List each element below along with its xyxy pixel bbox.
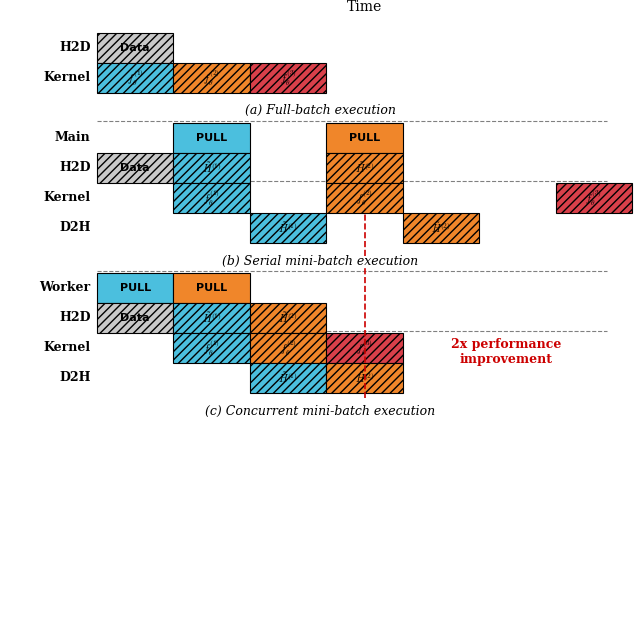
FancyBboxPatch shape [97, 303, 173, 333]
FancyBboxPatch shape [173, 153, 250, 183]
Text: PULL: PULL [196, 133, 227, 143]
Text: $\tilde{H}^{(2)}$: $\tilde{H}^{(2)}$ [278, 310, 298, 325]
Text: $\tilde{H}^{(1)}$: $\tilde{H}^{(1)}$ [278, 220, 298, 235]
Text: Time: Time [347, 1, 382, 14]
Text: $f_\theta^{(1)}$: $f_\theta^{(1)}$ [203, 188, 220, 208]
FancyBboxPatch shape [250, 303, 326, 333]
Text: PULL: PULL [196, 283, 227, 293]
FancyBboxPatch shape [326, 333, 403, 363]
Text: Worker: Worker [40, 281, 91, 294]
Text: PULL: PULL [120, 283, 151, 293]
Text: $f_\theta^{(2)}$: $f_\theta^{(2)}$ [203, 68, 220, 88]
Text: $f_\theta^{(1)}$: $f_\theta^{(1)}$ [127, 68, 144, 88]
FancyBboxPatch shape [250, 333, 326, 363]
Text: $f_\theta^{(2)}$: $f_\theta^{(2)}$ [356, 188, 373, 208]
FancyBboxPatch shape [250, 213, 326, 243]
Text: Data: Data [120, 43, 150, 53]
Text: H2D: H2D [59, 311, 91, 324]
Text: H2D: H2D [59, 161, 91, 175]
Text: D2H: D2H [59, 221, 91, 234]
Text: $\tilde{H}^{(1)}$: $\tilde{H}^{(1)}$ [202, 160, 221, 175]
Text: 2x performance
improvement: 2x performance improvement [451, 338, 561, 366]
FancyBboxPatch shape [173, 273, 250, 303]
FancyBboxPatch shape [250, 63, 326, 93]
FancyBboxPatch shape [173, 183, 250, 213]
FancyBboxPatch shape [326, 363, 403, 393]
Text: $f_\theta^{(3)}$: $f_\theta^{(3)}$ [280, 68, 297, 88]
FancyBboxPatch shape [97, 63, 173, 93]
FancyBboxPatch shape [403, 213, 479, 243]
FancyBboxPatch shape [326, 123, 403, 153]
FancyBboxPatch shape [326, 183, 403, 213]
Text: (a) Full-batch execution: (a) Full-batch execution [244, 104, 396, 117]
Text: $f_\theta^{(3)}$: $f_\theta^{(3)}$ [586, 188, 602, 208]
Text: (b) Serial mini-batch execution: (b) Serial mini-batch execution [222, 255, 418, 268]
FancyBboxPatch shape [97, 33, 173, 63]
Text: H2D: H2D [59, 41, 91, 54]
FancyBboxPatch shape [250, 363, 326, 393]
Text: PULL: PULL [349, 133, 380, 143]
FancyBboxPatch shape [173, 303, 250, 333]
FancyBboxPatch shape [173, 123, 250, 153]
Text: Kernel: Kernel [44, 342, 91, 355]
FancyBboxPatch shape [97, 153, 173, 183]
Text: $\tilde{H}^{(1)}$: $\tilde{H}^{(1)}$ [278, 370, 298, 385]
Text: $f_\theta^{(1)}$: $f_\theta^{(1)}$ [203, 338, 220, 358]
Text: $\tilde{H}^{(2)}$: $\tilde{H}^{(2)}$ [355, 370, 374, 385]
Text: $\tilde{H}^{(2)}$: $\tilde{H}^{(2)}$ [431, 220, 451, 235]
Text: $\tilde{H}^{(1)}$: $\tilde{H}^{(1)}$ [202, 310, 221, 325]
Text: Data: Data [120, 163, 150, 173]
FancyBboxPatch shape [326, 153, 403, 183]
Text: $f_\theta^{(3)}$: $f_\theta^{(3)}$ [356, 338, 373, 358]
FancyBboxPatch shape [173, 333, 250, 363]
Text: $f_\theta^{(2)}$: $f_\theta^{(2)}$ [280, 338, 297, 358]
FancyBboxPatch shape [556, 183, 632, 213]
Text: D2H: D2H [59, 371, 91, 384]
Text: Data: Data [120, 313, 150, 323]
Text: Kernel: Kernel [44, 71, 91, 84]
Text: Main: Main [55, 131, 91, 144]
Text: $\tilde{H}^{(2)}$: $\tilde{H}^{(2)}$ [355, 160, 374, 175]
Text: Kernel: Kernel [44, 191, 91, 204]
FancyBboxPatch shape [97, 273, 173, 303]
Text: (c) Concurrent mini-batch execution: (c) Concurrent mini-batch execution [205, 404, 435, 417]
FancyBboxPatch shape [173, 63, 250, 93]
